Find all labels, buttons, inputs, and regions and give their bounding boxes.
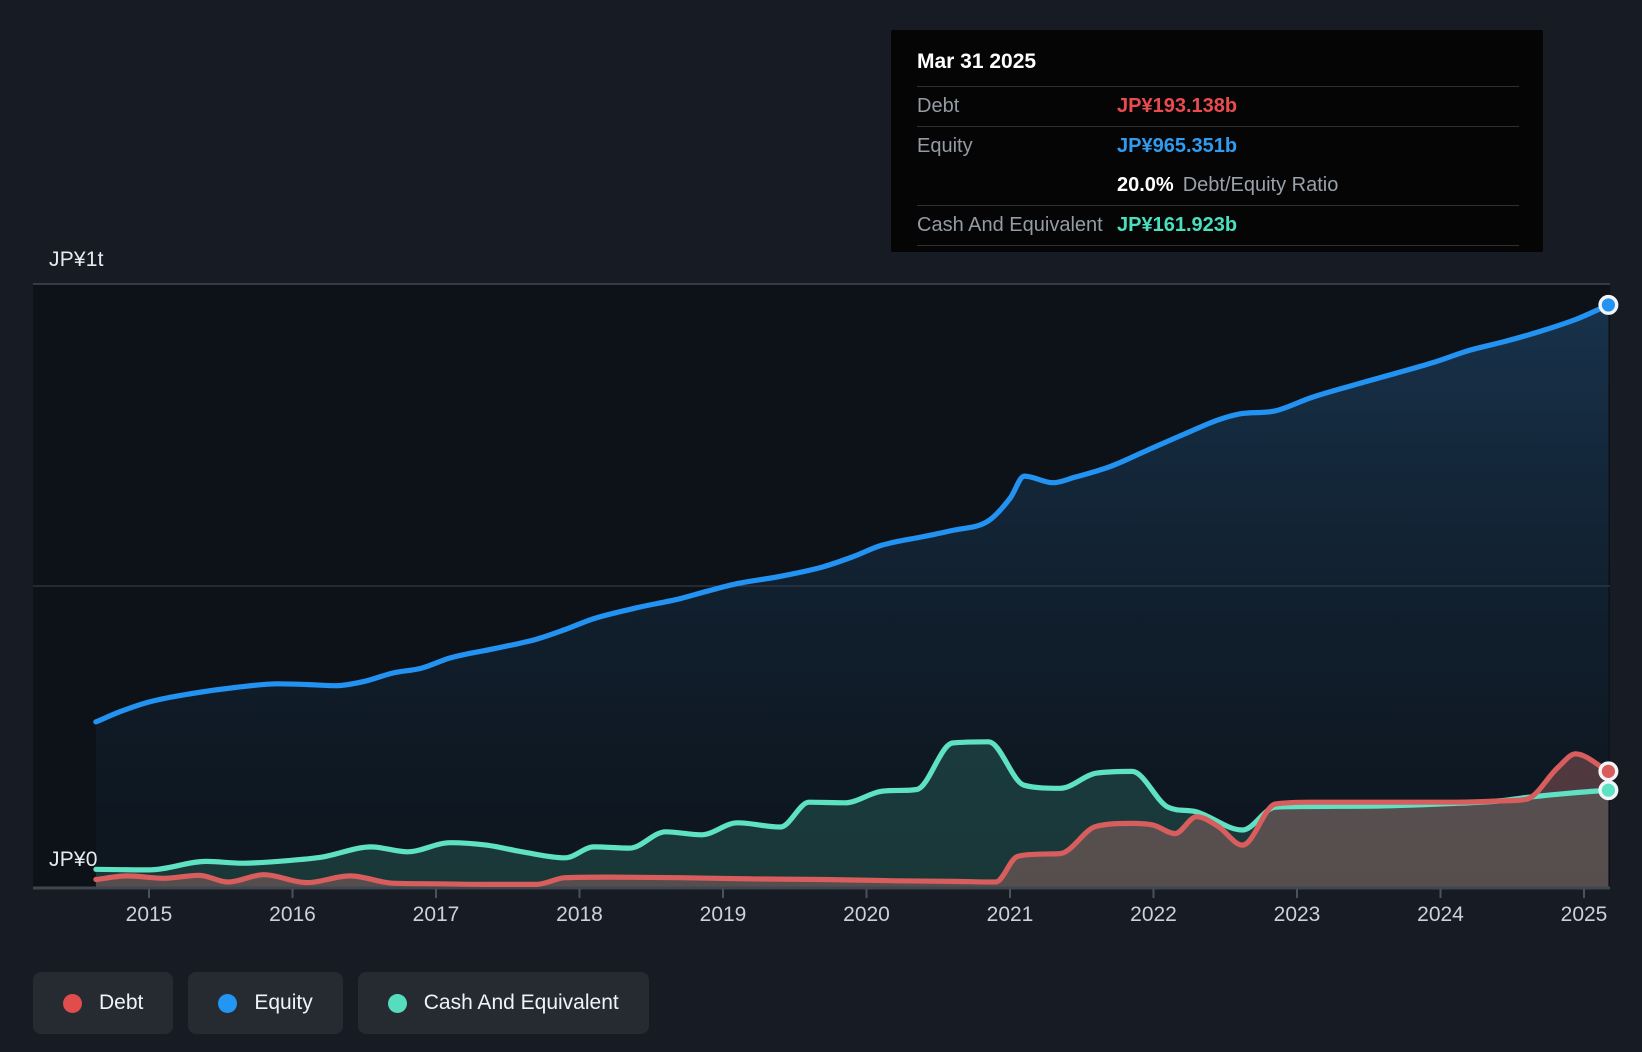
tooltip-row-ratio: 20.0% Debt/Equity Ratio xyxy=(917,166,1519,206)
debt-dot-icon xyxy=(63,993,82,1013)
cash-dot-icon xyxy=(387,993,407,1013)
cash-and-equivalent-end-marker xyxy=(1598,780,1619,801)
x-axis-labels: 2015 2016 2017 2018 2019 2020 2021 2022 2023 2024… xyxy=(0,903,1642,933)
tooltip-date: Mar 31 2025 xyxy=(917,44,1519,87)
legend-item-debt[interactable]: Debt xyxy=(33,972,174,1034)
debt-area xyxy=(95,753,1609,888)
x-axis-year-label: 2023 xyxy=(1273,903,1321,926)
y-axis-label-1t: JP¥1t xyxy=(49,248,104,271)
tooltip-row-equity: Equity JP¥965.351b xyxy=(917,127,1519,166)
equity-dot-icon xyxy=(218,993,238,1013)
tooltip-label-debt: Debt xyxy=(917,95,960,117)
tooltip-label-cash: Cash And Equivalent xyxy=(917,214,1103,236)
legend: Debt Equity Cash And Equivalent xyxy=(33,972,649,1034)
tooltip-label-equity: Equity xyxy=(917,135,973,157)
cash-and-equivalent-line xyxy=(93,739,1611,873)
legend-label-cash: Cash And Equivalent xyxy=(423,991,619,1014)
x-axis-year-label: 2024 xyxy=(1417,903,1464,926)
equity-end-marker xyxy=(1598,294,1619,315)
tooltip-ratio-value: 20.0% xyxy=(1117,174,1174,196)
x-axis-year-label: 2020 xyxy=(843,903,890,926)
legend-label-debt: Debt xyxy=(99,991,144,1014)
x-axis-year-label: 2018 xyxy=(556,903,603,926)
legend-item-equity[interactable]: Equity xyxy=(188,972,343,1034)
tooltip-panel: Mar 31 2025 Debt JP¥193.138b Equity JP¥9… xyxy=(891,30,1543,252)
x-axis-year-label: 2022 xyxy=(1130,903,1177,926)
tooltip-ratio-label: Debt/Equity Ratio xyxy=(1182,174,1339,196)
tooltip-value-equity: JP¥965.351b xyxy=(1117,135,1238,157)
tooltip-row-cash: Cash And Equivalent JP¥161.923b xyxy=(917,206,1519,246)
tooltip-value-cash: JP¥161.923b xyxy=(1117,214,1238,236)
debt-end-marker xyxy=(1598,761,1619,782)
equity-area xyxy=(95,304,1609,888)
x-axis-year-label: 2015 xyxy=(125,903,173,926)
legend-label-equity: Equity xyxy=(254,991,313,1014)
x-axis-year-label: 2019 xyxy=(699,903,747,926)
tooltip-value-debt: JP¥193.138b xyxy=(1117,95,1238,117)
legend-item-cash[interactable]: Cash And Equivalent xyxy=(357,972,649,1034)
x-axis-year-label: 2016 xyxy=(269,903,316,926)
x-axis-year-label: 2017 xyxy=(412,903,460,926)
x-axis-year-label: 2021 xyxy=(986,903,1034,926)
cash-and-equivalent-area xyxy=(95,741,1609,888)
equity-line xyxy=(93,302,1611,725)
debt-line xyxy=(93,751,1611,888)
x-axis-year-label: 2025 xyxy=(1560,903,1608,926)
y-axis-label-0: JP¥0 xyxy=(49,848,98,871)
tooltip-row-debt: Debt JP¥193.138b xyxy=(917,87,1519,127)
